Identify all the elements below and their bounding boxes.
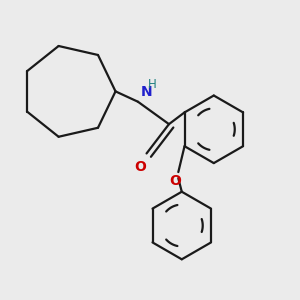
Text: N: N: [141, 85, 152, 99]
Text: O: O: [134, 160, 146, 174]
Text: H: H: [148, 78, 156, 92]
Text: O: O: [169, 174, 181, 188]
